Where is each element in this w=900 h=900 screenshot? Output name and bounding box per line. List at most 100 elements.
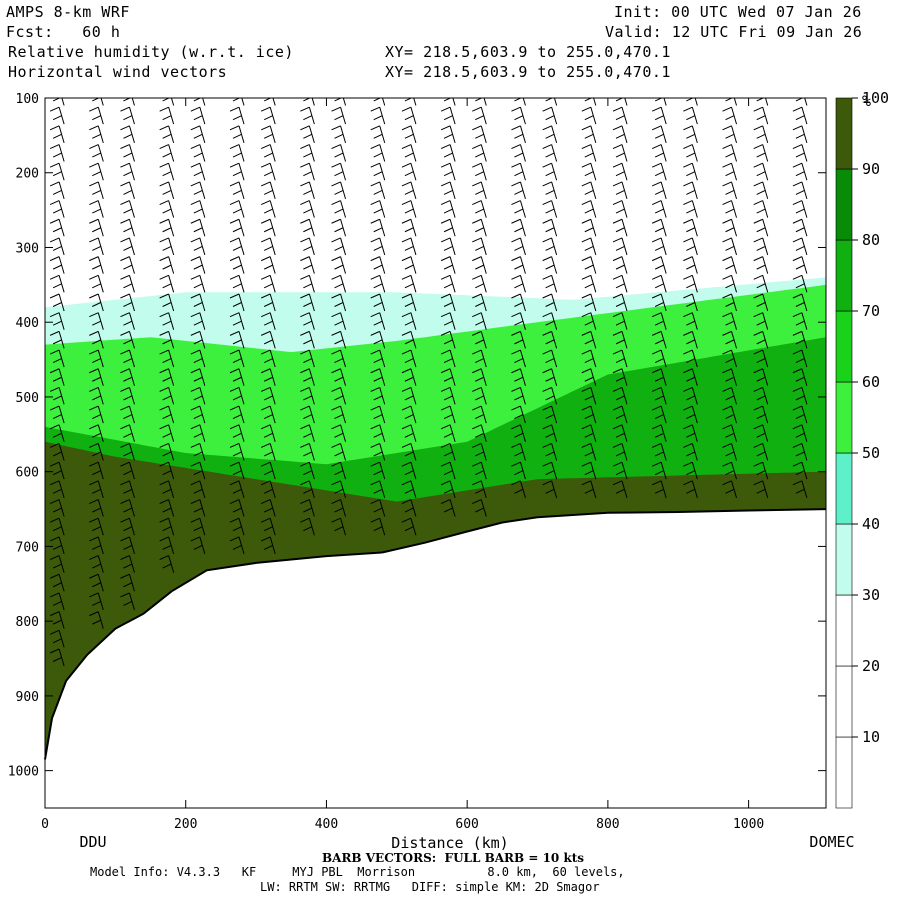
wind-barb-flag <box>584 432 594 438</box>
wind-barb-flag <box>263 339 273 345</box>
wind-barb-flag <box>472 443 482 448</box>
wind-barb-flag <box>260 125 271 131</box>
wind-barb-flag <box>52 302 62 307</box>
wind-barb-flag <box>722 405 732 411</box>
wind-barb-flag <box>331 443 341 448</box>
wind-barb-flag <box>92 133 102 139</box>
wind-barb-flag <box>514 451 524 457</box>
wind-barb-flag <box>514 98 522 102</box>
wind-barb-flag <box>123 582 133 588</box>
wind-barb-flag <box>49 592 60 598</box>
wind-barb-flag <box>404 133 414 139</box>
wind-barb-flag <box>263 451 273 457</box>
wind-barb-flag <box>756 358 766 364</box>
wind-barb-flag <box>542 349 552 355</box>
wind-barb-flag <box>159 312 169 318</box>
wind-barb-flag <box>651 200 662 206</box>
wind-barb-flag <box>545 171 555 177</box>
wind-barb-flag <box>615 320 625 326</box>
wind-barb-flag <box>511 237 521 243</box>
wind-barb-flag <box>615 302 625 307</box>
wind-barb-flag <box>472 88 481 92</box>
wind-barb-flag <box>334 451 344 457</box>
wind-barb-flag <box>373 189 383 195</box>
wind-barb-flag <box>756 245 766 251</box>
wind-barb-flag <box>756 152 766 158</box>
wind-barb-flag <box>120 424 130 430</box>
wind-barb-flag <box>654 115 664 121</box>
wind-barb-flag <box>683 386 693 392</box>
wind-barb-flag <box>472 162 482 168</box>
valid-time: Valid: 12 UTC Fri 09 Jan 26 <box>605 23 863 41</box>
wind-barb-flag <box>612 349 623 355</box>
wind-barb-flag <box>331 312 341 318</box>
wind-barb-flag <box>651 274 662 280</box>
colorbar-label: 20 <box>862 657 880 675</box>
barb-column <box>401 98 417 536</box>
wind-barb-flag <box>792 312 803 318</box>
wind-barb-flag <box>542 144 552 149</box>
colorbar-label: 30 <box>862 586 880 604</box>
wind-barb-flag <box>49 573 60 579</box>
wind-barb-flag <box>123 152 133 158</box>
wind-barb-flag <box>584 451 594 457</box>
wind-barb-flag <box>725 264 735 270</box>
wind-barb-flag <box>722 443 732 448</box>
wind-barb-flag <box>331 386 341 392</box>
wind-barb-flag <box>542 293 552 299</box>
wind-barb-flag <box>756 264 766 270</box>
colorbar-segment <box>835 665 853 738</box>
wind-barb-flag <box>89 349 99 355</box>
wind-barb-flag <box>725 339 735 345</box>
wind-barb-flag <box>123 171 133 177</box>
wind-barb-flag <box>683 237 693 243</box>
wind-barb-flag <box>404 171 414 177</box>
wind-barb-flag <box>162 133 172 139</box>
wind-barb-flag <box>683 461 693 467</box>
wind-barb-flag <box>162 358 172 364</box>
wind-barb-flag <box>260 274 271 280</box>
wind-barb-flag <box>303 320 313 326</box>
wind-barb-flag <box>49 611 60 617</box>
wind-barb-flag <box>159 349 169 355</box>
wind-barb-flag <box>303 227 313 233</box>
wind-barb-flag <box>331 106 341 112</box>
wind-barb-flag <box>159 106 169 112</box>
wind-barb-flag <box>545 395 555 401</box>
wind-barb-flag <box>545 358 555 364</box>
wind-barb-flag <box>229 237 240 243</box>
wind-barb-flag <box>754 88 763 92</box>
wind-barb-flag <box>260 536 271 542</box>
wind-barb-flag <box>263 544 273 550</box>
wind-barb-flag <box>475 115 484 121</box>
wind-barb-flag <box>584 395 594 401</box>
wind-barb-flag <box>581 368 592 374</box>
wind-barb-flag <box>162 488 172 494</box>
wind-barb-flag <box>123 227 133 233</box>
wind-barb-flag <box>52 638 62 644</box>
wind-barb-flag <box>89 181 99 187</box>
wind-barb-flag <box>475 507 484 513</box>
wind-barb-flag <box>472 405 482 411</box>
wind-barb-flag <box>795 152 805 158</box>
wind-barb-flag <box>443 414 453 420</box>
x-tick-label: 400 <box>315 817 338 832</box>
wind-barb-flag <box>193 395 203 401</box>
wind-barb-flag <box>545 133 555 139</box>
wind-barb-flag <box>373 133 383 139</box>
wind-barb-flag <box>792 162 803 168</box>
wind-barb-flag <box>440 405 451 411</box>
wind-barb-flag <box>162 376 172 382</box>
wind-barb-flag <box>795 470 805 476</box>
wind-barb-flag <box>229 106 240 112</box>
wind-barb-flag <box>795 320 805 326</box>
wind-barb-flag <box>52 320 62 326</box>
wind-barb-flag <box>334 358 344 364</box>
wind-barb-flag <box>260 181 271 187</box>
wind-barb-flag <box>303 339 313 345</box>
wind-barb-flag <box>263 171 273 177</box>
y-tick-label: 300 <box>16 241 39 256</box>
wind-barb-flag <box>581 237 592 243</box>
wind-barb-flag <box>686 115 696 121</box>
wind-barb-flag <box>584 302 594 307</box>
